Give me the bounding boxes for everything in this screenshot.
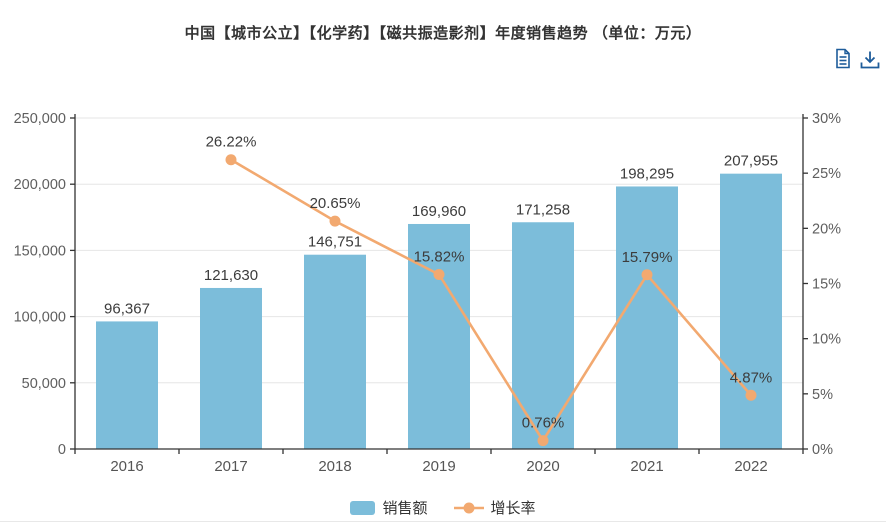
growth-value-label: 0.76%	[522, 415, 565, 432]
bar-2021[interactable]	[616, 186, 678, 450]
bar-value-label: 96,367	[104, 300, 150, 317]
bar-2019[interactable]	[408, 223, 470, 449]
line-point-2021[interactable]	[641, 269, 653, 281]
line-point-2022[interactable]	[745, 389, 757, 401]
bar-value-label: 171,258	[516, 201, 570, 218]
chart-canvas: 0 50,000 100,000 150,000 200,000 250,000 0% 5% 1…	[14, 111, 842, 475]
right-axis-tick-label: 10%	[812, 332, 841, 348]
legend-item-sales[interactable]: 销售额	[350, 497, 428, 518]
x-axis-label: 2017	[214, 458, 247, 475]
right-axis-tick-label: 5%	[812, 387, 833, 403]
left-axis-tick-label: 100,000	[14, 310, 66, 326]
left-axis-tick-label: 0	[58, 442, 66, 458]
chart-title: 中国【城市公立】【化学药】【磁共振造影剂】年度销售趋势 （单位：万元）	[184, 25, 702, 42]
bottom-divider	[0, 521, 886, 522]
line-series-swatch	[453, 502, 484, 513]
growth-line	[230, 158, 752, 444]
bar-value-label: 146,751	[308, 234, 362, 251]
right-axis-tick-label: 25%	[812, 166, 841, 182]
bar-value-label: 198,295	[620, 165, 674, 182]
growth-value-label: 26.22%	[206, 134, 257, 151]
bar-2020[interactable]	[512, 222, 574, 449]
x-axis-label: 2020	[526, 458, 559, 475]
left-axis-tick-label: 200,000	[14, 177, 66, 193]
data-view-icon[interactable]	[835, 48, 851, 69]
growth-value-label: 15.79%	[622, 249, 673, 266]
line-point-2019[interactable]	[433, 268, 445, 280]
legend-label-sales: 销售额	[382, 500, 428, 517]
x-axis-label: 2018	[318, 458, 351, 475]
bar-series-swatch	[350, 500, 376, 515]
bar-value-label: 207,955	[724, 153, 778, 170]
toolbar	[835, 48, 880, 69]
right-axis-tick-label: 20%	[812, 221, 841, 237]
bar-2017[interactable]	[200, 287, 262, 449]
x-axis-label: 2019	[422, 458, 455, 475]
growth-value-label: 4.87%	[730, 369, 773, 386]
legend-item-growth[interactable]: 增长率	[453, 497, 536, 518]
line-point-2017[interactable]	[225, 154, 237, 166]
right-axis-tick-label: 30%	[812, 111, 841, 127]
x-axis-label: 2016	[110, 458, 143, 475]
growth-value-label: 20.65%	[310, 195, 361, 212]
x-axis-label: 2021	[630, 458, 663, 475]
bar-2022[interactable]	[720, 173, 782, 449]
line-point-2018[interactable]	[329, 215, 341, 227]
line-point-2020[interactable]	[537, 435, 549, 447]
bar-2016[interactable]	[96, 321, 158, 449]
right-axis-tick-label: 15%	[812, 277, 841, 293]
x-axis-label: 2022	[734, 458, 767, 475]
legend-dot	[463, 502, 474, 513]
growth-value-label: 15.82%	[414, 248, 465, 265]
bar-2018[interactable]	[304, 254, 366, 449]
bar-value-label: 169,960	[412, 203, 466, 220]
legend: 销售额 增长率	[0, 497, 886, 518]
download-icon[interactable]	[860, 51, 880, 69]
right-axis-tick-label: 0%	[812, 442, 833, 458]
bar-value-label: 121,630	[204, 267, 258, 284]
legend-label-growth: 增长率	[490, 500, 536, 517]
left-axis-tick-label: 250,000	[14, 111, 66, 127]
left-axis-tick-label: 50,000	[22, 376, 66, 392]
left-axis-tick-label: 150,000	[14, 243, 66, 259]
